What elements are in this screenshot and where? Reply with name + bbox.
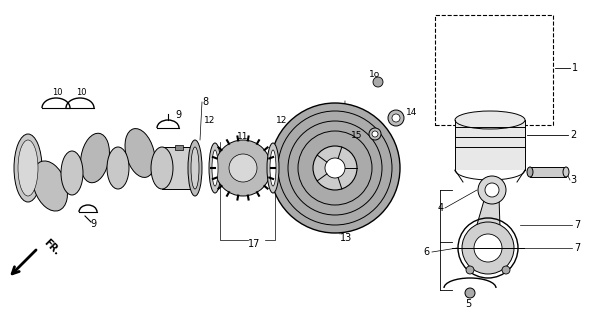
Text: 11: 11: [237, 132, 248, 141]
Bar: [175, 145, 183, 150]
Text: 10: 10: [76, 87, 87, 97]
Text: 4: 4: [438, 203, 444, 213]
Text: FR.: FR.: [42, 237, 62, 257]
Ellipse shape: [18, 140, 38, 196]
Circle shape: [465, 288, 475, 298]
Circle shape: [392, 114, 400, 122]
Circle shape: [462, 222, 514, 274]
Circle shape: [373, 77, 383, 87]
Circle shape: [215, 140, 271, 196]
Ellipse shape: [455, 111, 525, 129]
Text: 17: 17: [248, 239, 260, 249]
Ellipse shape: [188, 140, 202, 196]
Text: 5: 5: [465, 299, 471, 309]
Circle shape: [485, 183, 499, 197]
Bar: [455, 120, 525, 170]
Text: 8: 8: [202, 97, 208, 107]
Ellipse shape: [107, 147, 129, 189]
Text: 12: 12: [205, 116, 216, 124]
Text: 7: 7: [574, 220, 580, 230]
Ellipse shape: [209, 143, 221, 193]
Text: 12: 12: [276, 116, 288, 124]
Ellipse shape: [125, 129, 155, 177]
Ellipse shape: [61, 151, 83, 195]
Text: 6: 6: [424, 247, 430, 257]
Ellipse shape: [212, 150, 218, 186]
Circle shape: [466, 266, 474, 274]
Ellipse shape: [267, 143, 279, 193]
Ellipse shape: [270, 150, 276, 186]
Text: 15: 15: [350, 131, 362, 140]
Circle shape: [369, 128, 381, 140]
Text: 9: 9: [175, 110, 181, 120]
Polygon shape: [162, 147, 195, 189]
Polygon shape: [476, 197, 500, 253]
Text: 1o: 1o: [369, 70, 381, 79]
Ellipse shape: [191, 147, 199, 189]
Circle shape: [478, 176, 506, 204]
Circle shape: [372, 131, 378, 137]
Circle shape: [270, 103, 400, 233]
Text: 7: 7: [574, 243, 580, 253]
Text: 10: 10: [52, 87, 62, 97]
Circle shape: [313, 146, 357, 190]
Circle shape: [325, 158, 345, 178]
Ellipse shape: [563, 167, 569, 177]
Bar: [435, 15, 553, 125]
Circle shape: [502, 266, 510, 274]
Text: 9: 9: [90, 219, 96, 229]
Circle shape: [474, 234, 502, 262]
Text: 1: 1: [572, 63, 578, 73]
Circle shape: [388, 110, 404, 126]
Ellipse shape: [33, 161, 68, 211]
Circle shape: [229, 154, 257, 182]
Text: 14: 14: [406, 108, 417, 116]
Ellipse shape: [81, 133, 110, 183]
Ellipse shape: [527, 167, 533, 177]
Text: 2: 2: [570, 130, 576, 140]
Bar: [530, 167, 566, 177]
Text: 13: 13: [340, 233, 352, 243]
Ellipse shape: [151, 147, 173, 189]
Ellipse shape: [14, 134, 42, 202]
Text: 3: 3: [570, 175, 576, 185]
